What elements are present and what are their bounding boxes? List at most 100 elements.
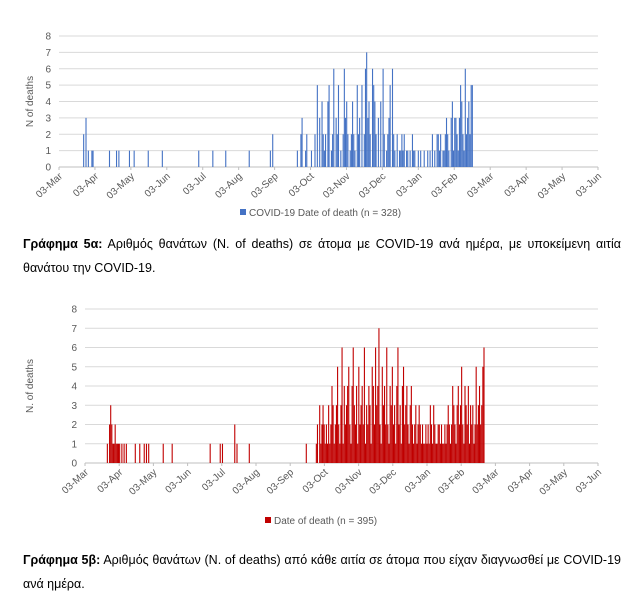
- caption-text: Αριθμός θανάτων (N. of deaths) από κάθε …: [23, 553, 621, 591]
- bar: [455, 117, 457, 167]
- y-tick-label: 4: [71, 382, 77, 393]
- bar: [301, 117, 303, 167]
- bar: [447, 405, 449, 463]
- bar: [458, 117, 460, 167]
- bar: [375, 347, 377, 463]
- y-tick-label: 8: [71, 305, 77, 316]
- bar: [366, 52, 368, 167]
- bar: [368, 386, 370, 463]
- bar: [387, 134, 389, 167]
- bar: [341, 347, 343, 463]
- y-tick-label: 2: [45, 130, 51, 141]
- bar: [305, 443, 307, 463]
- bar: [359, 424, 361, 463]
- y-axis-title: N of deaths: [25, 76, 36, 127]
- bar: [363, 134, 365, 167]
- bar: [339, 443, 341, 463]
- bar: [436, 134, 438, 167]
- bar: [424, 443, 426, 463]
- bar: [342, 134, 344, 167]
- y-tick-label: 3: [45, 113, 51, 124]
- bar: [236, 443, 238, 463]
- bar: [467, 117, 469, 167]
- bar: [121, 443, 123, 463]
- x-tick-label: 03-May: [105, 171, 137, 201]
- bar: [405, 405, 407, 463]
- bar: [469, 134, 471, 167]
- bar: [442, 443, 444, 463]
- bar: [221, 443, 224, 463]
- bar: [407, 424, 409, 463]
- x-tick-label: 03-Jan: [394, 171, 424, 200]
- bar: [369, 405, 371, 463]
- bar: [440, 134, 442, 167]
- x-tick-label: 03-Dec: [367, 467, 398, 497]
- bar: [433, 405, 435, 463]
- bar: [459, 405, 462, 463]
- bar: [444, 134, 446, 167]
- bar: [115, 150, 118, 167]
- bar: [119, 443, 121, 463]
- x-tick-label: 03-Oct: [287, 171, 317, 199]
- bar: [455, 443, 457, 463]
- bar: [470, 405, 472, 463]
- bar: [401, 134, 403, 167]
- bar: [234, 424, 236, 463]
- bar: [125, 443, 127, 463]
- bar: [315, 443, 317, 463]
- bar: [161, 150, 163, 167]
- bar: [108, 150, 111, 167]
- legend-label: Date of death (n = 395): [274, 516, 377, 527]
- bar: [362, 424, 364, 463]
- bar: [117, 443, 120, 463]
- bar: [321, 424, 323, 463]
- bar: [335, 405, 338, 463]
- bar: [333, 443, 335, 463]
- bar: [438, 424, 440, 463]
- bar: [416, 443, 418, 463]
- bar: [366, 405, 368, 463]
- bar: [361, 386, 363, 463]
- bar: [443, 443, 445, 463]
- bar: [426, 443, 428, 463]
- bar: [347, 134, 349, 167]
- bar: [473, 443, 475, 463]
- bar: [330, 150, 332, 167]
- bar: [407, 150, 409, 167]
- x-tick-label: 03-Apr: [71, 171, 101, 200]
- x-tick-label: 03-Nov: [333, 467, 364, 497]
- bar: [461, 366, 463, 463]
- bar: [477, 405, 479, 463]
- bar: [113, 443, 115, 463]
- bar: [269, 150, 271, 167]
- x-tick-label: 03-Feb: [429, 171, 460, 201]
- bar: [417, 424, 419, 463]
- bar: [388, 443, 390, 463]
- bar: [463, 443, 465, 463]
- y-tick-label: 2: [71, 420, 77, 431]
- bar: [209, 443, 211, 463]
- bar: [385, 424, 387, 463]
- bar: [139, 443, 141, 463]
- bar: [393, 134, 395, 167]
- bar: [481, 405, 483, 463]
- bar: [408, 443, 410, 463]
- bar: [336, 134, 338, 167]
- bar: [373, 85, 375, 167]
- bar: [134, 443, 136, 463]
- bar: [332, 134, 334, 167]
- bar: [343, 68, 345, 167]
- bar: [406, 386, 408, 463]
- bar: [326, 443, 329, 463]
- x-tick-label: 03-Jun: [574, 171, 604, 200]
- bar: [300, 134, 302, 167]
- bar: [391, 68, 394, 167]
- bar: [340, 405, 342, 463]
- bar: [420, 443, 422, 463]
- bar: [321, 101, 323, 167]
- x-tick-label: 03-Jul: [200, 467, 228, 493]
- bar: [449, 443, 452, 463]
- bar: [471, 85, 473, 167]
- bar: [371, 366, 373, 463]
